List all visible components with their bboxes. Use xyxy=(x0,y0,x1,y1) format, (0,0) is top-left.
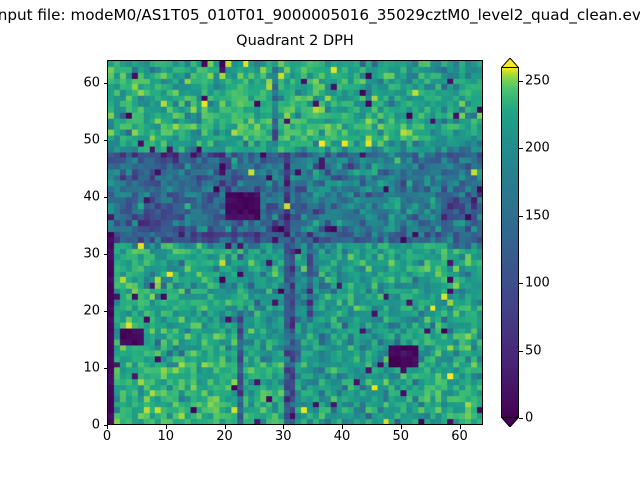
figure-suptitle: Input file: modeM0/AS1T05_010T01_9000005… xyxy=(0,6,640,24)
x-tick-label: 30 xyxy=(274,429,292,444)
colorbar-tick-mark xyxy=(519,215,523,217)
y-tick-mark xyxy=(103,367,107,369)
y-tick-mark xyxy=(103,253,107,255)
y-tick-label: 10 xyxy=(83,360,100,376)
colorbar-extend-bottom-arrow-icon xyxy=(501,417,519,427)
x-tick-label: 10 xyxy=(157,429,175,444)
y-tick-mark xyxy=(103,82,107,84)
y-tick-mark xyxy=(103,425,107,426)
x-tick-mark xyxy=(107,425,108,429)
y-tick-mark xyxy=(103,139,107,141)
colorbar-tick-mark xyxy=(519,418,523,419)
y-tick-label: 40 xyxy=(83,189,100,205)
colorbar-tick-mark xyxy=(519,350,523,352)
y-tick-label: 0 xyxy=(91,417,100,433)
y-tick-label: 50 xyxy=(83,132,100,148)
colorbar-tick-mark xyxy=(519,283,523,284)
x-tick-mark xyxy=(165,425,167,429)
x-tick-label: 20 xyxy=(216,429,233,444)
y-tick-label: 60 xyxy=(83,75,100,91)
heatmap-axes xyxy=(107,60,483,425)
y-tick-mark xyxy=(103,196,107,198)
x-tick-label: 60 xyxy=(451,429,468,444)
x-tick-mark xyxy=(224,425,226,429)
colorbar-tick-mark xyxy=(519,148,523,149)
heatmap-image xyxy=(108,61,482,424)
axes-title: Quadrant 2 DPH xyxy=(236,33,354,49)
x-tick-mark xyxy=(283,425,285,429)
colorbar-tick-label: 250 xyxy=(525,73,550,88)
colorbar-gradient xyxy=(501,67,519,418)
colorbar-tick-mark xyxy=(519,80,523,82)
x-tick-mark xyxy=(342,425,343,429)
colorbar-tick-label: 150 xyxy=(525,208,550,223)
x-tick-label: 0 xyxy=(102,429,112,444)
x-tick-label: 40 xyxy=(333,429,351,444)
colorbar-tick-label: 0 xyxy=(525,410,534,426)
colorbar-tick-label: 50 xyxy=(525,343,542,358)
x-tick-label: 50 xyxy=(392,429,410,444)
colorbar-tick-label: 100 xyxy=(525,275,550,291)
y-tick-label: 20 xyxy=(83,303,100,319)
x-tick-mark xyxy=(400,425,402,429)
y-tick-label: 30 xyxy=(83,246,100,262)
colorbar: 0 50 100 150 200 250 xyxy=(501,58,550,427)
x-tick-mark xyxy=(459,425,461,429)
figure-suptitle-container: Input file: modeM0/AS1T05_010T01_9000005… xyxy=(0,4,640,26)
y-tick-mark xyxy=(103,310,107,312)
colorbar-tick-label: 200 xyxy=(525,140,550,156)
